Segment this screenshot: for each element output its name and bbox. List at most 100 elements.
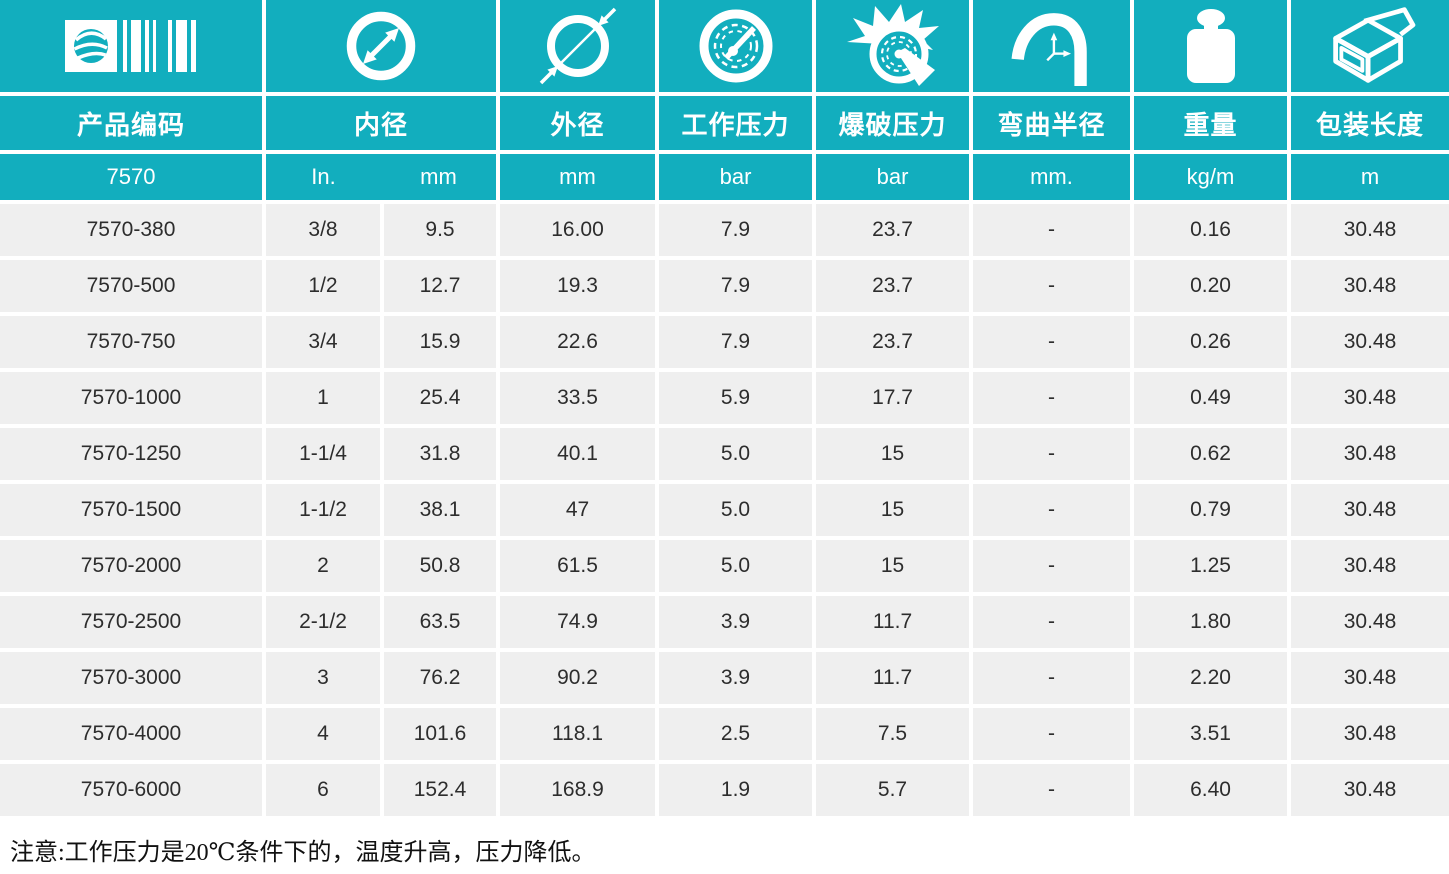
outer-diameter-cell: 118.1 <box>500 708 655 760</box>
working-pressure-cell: 2.5 <box>659 708 812 760</box>
series-number: 7570 <box>106 164 156 189</box>
package-box-icon <box>1318 4 1422 88</box>
product-code-cell: 7570-750 <box>0 316 262 368</box>
unit-label: m <box>1360 164 1380 189</box>
product-code-cell: 7570-3000 <box>0 652 262 704</box>
header-icon-cell-inner-diameter <box>266 0 496 92</box>
unit-label: bar <box>719 164 752 189</box>
col-header-label: 包装长度 <box>1315 109 1424 140</box>
col-header-package-length: 包装长度 <box>1291 96 1449 150</box>
inner-diameter-inch-cell: 3/8 <box>266 204 380 256</box>
working-pressure-cell: 3.9 <box>659 596 812 648</box>
burst-pressure-cell: 15 <box>816 540 969 592</box>
weight-cell: 0.16 <box>1134 204 1287 256</box>
outer-diameter-cell: 47 <box>500 484 655 536</box>
working-pressure-cell: 7.9 <box>659 260 812 312</box>
package-length-cell: 30.48 <box>1291 540 1449 592</box>
package-length-cell: 30.48 <box>1291 372 1449 424</box>
inner-diameter-inch-cell: 4 <box>266 708 380 760</box>
unit-label: mm. <box>1030 164 1073 189</box>
bend-radius-cell: - <box>973 596 1130 648</box>
bend-radius-cell: - <box>973 204 1130 256</box>
package-length-cell: 30.48 <box>1291 652 1449 704</box>
col-header-product-code: 产品编码 <box>0 96 262 150</box>
burst-pressure-cell: 11.7 <box>816 596 969 648</box>
bend-radius-cell: - <box>973 484 1130 536</box>
weight-cell: 3.51 <box>1134 708 1287 760</box>
product-code-cell: 7570-1500 <box>0 484 262 536</box>
package-length-cell: 30.48 <box>1291 596 1449 648</box>
header-icon-cell-product-code <box>0 0 262 92</box>
header-icon-cell-burst-pressure <box>816 0 969 92</box>
burst-pressure-cell: 23.7 <box>816 260 969 312</box>
unit-cell-package-length: m <box>1291 154 1449 200</box>
col-header-label: 产品编码 <box>76 109 185 140</box>
header-icon-cell-weight <box>1134 0 1287 92</box>
burst-pressure-cell: 23.7 <box>816 316 969 368</box>
inner-diameter-icon <box>342 7 420 85</box>
product-code-cell: 7570-4000 <box>0 708 262 760</box>
package-length-cell: 30.48 <box>1291 316 1449 368</box>
weight-cell: 6.40 <box>1134 764 1287 816</box>
weight-cell: 2.20 <box>1134 652 1287 704</box>
working-pressure-cell: 5.0 <box>659 484 812 536</box>
burst-pressure-cell: 15 <box>816 484 969 536</box>
inner-diameter-mm-cell: 50.8 <box>384 540 496 592</box>
unit-cell-bend-radius: mm. <box>973 154 1130 200</box>
bend-radius-cell: - <box>973 764 1130 816</box>
package-length-cell: 30.48 <box>1291 204 1449 256</box>
bend-radius-cell: - <box>973 708 1130 760</box>
product-code-cell: 7570-380 <box>0 204 262 256</box>
burst-pressure-cell: 5.7 <box>816 764 969 816</box>
unit-inch: In. <box>311 164 336 189</box>
header-icon-cell-outer-diameter <box>500 0 655 92</box>
inner-diameter-mm-cell: 63.5 <box>384 596 496 648</box>
burst-pressure-cell: 15 <box>816 428 969 480</box>
working-pressure-cell: 7.9 <box>659 316 812 368</box>
working-pressure-cell: 7.9 <box>659 204 812 256</box>
inner-diameter-mm-cell: 38.1 <box>384 484 496 536</box>
outer-diameter-cell: 90.2 <box>500 652 655 704</box>
package-length-cell: 30.48 <box>1291 260 1449 312</box>
outer-diameter-icon <box>537 5 619 87</box>
bend-radius-cell: - <box>973 372 1130 424</box>
unit-label: kg/m <box>1186 164 1235 189</box>
unit-cell-burst-pressure: bar <box>816 154 969 200</box>
inner-diameter-inch-cell: 2-1/2 <box>266 596 380 648</box>
inner-diameter-mm-cell: 31.8 <box>384 428 496 480</box>
inner-diameter-mm-cell: 9.5 <box>384 204 496 256</box>
inner-diameter-inch-cell: 1/2 <box>266 260 380 312</box>
inner-diameter-inch-cell: 3 <box>266 652 380 704</box>
inner-diameter-inch-cell: 1-1/4 <box>266 428 380 480</box>
barcode-icon <box>65 18 197 74</box>
weight-cell: 0.26 <box>1134 316 1287 368</box>
outer-diameter-cell: 33.5 <box>500 372 655 424</box>
bend-radius-cell: - <box>973 260 1130 312</box>
weight-cell: 0.62 <box>1134 428 1287 480</box>
inner-diameter-mm-cell: 15.9 <box>384 316 496 368</box>
inner-diameter-inch-cell: 6 <box>266 764 380 816</box>
inner-diameter-mm-cell: 152.4 <box>384 764 496 816</box>
unit-cell-working-pressure: bar <box>659 154 812 200</box>
package-length-cell: 30.48 <box>1291 484 1449 536</box>
working-pressure-cell: 1.9 <box>659 764 812 816</box>
col-header-weight: 重量 <box>1134 96 1287 150</box>
burst-pressure-cell: 23.7 <box>816 204 969 256</box>
col-header-working-pressure: 工作压力 <box>659 96 812 150</box>
weight-cell: 1.25 <box>1134 540 1287 592</box>
outer-diameter-cell: 61.5 <box>500 540 655 592</box>
outer-diameter-cell: 74.9 <box>500 596 655 648</box>
burst-pressure-cell: 7.5 <box>816 708 969 760</box>
package-length-cell: 30.48 <box>1291 708 1449 760</box>
col-header-bend-radius: 弯曲半径 <box>973 96 1130 150</box>
unit-cell-weight: kg/m <box>1134 154 1287 200</box>
outer-diameter-cell: 168.9 <box>500 764 655 816</box>
product-code-cell: 7570-1000 <box>0 372 262 424</box>
col-header-inner-diameter: 内径 <box>266 96 496 150</box>
header-icon-cell-working-pressure <box>659 0 812 92</box>
working-pressure-cell: 5.0 <box>659 540 812 592</box>
package-length-cell: 30.48 <box>1291 764 1449 816</box>
product-code-cell: 7570-6000 <box>0 764 262 816</box>
weight-icon <box>1179 7 1243 85</box>
product-code-cell: 7570-2500 <box>0 596 262 648</box>
